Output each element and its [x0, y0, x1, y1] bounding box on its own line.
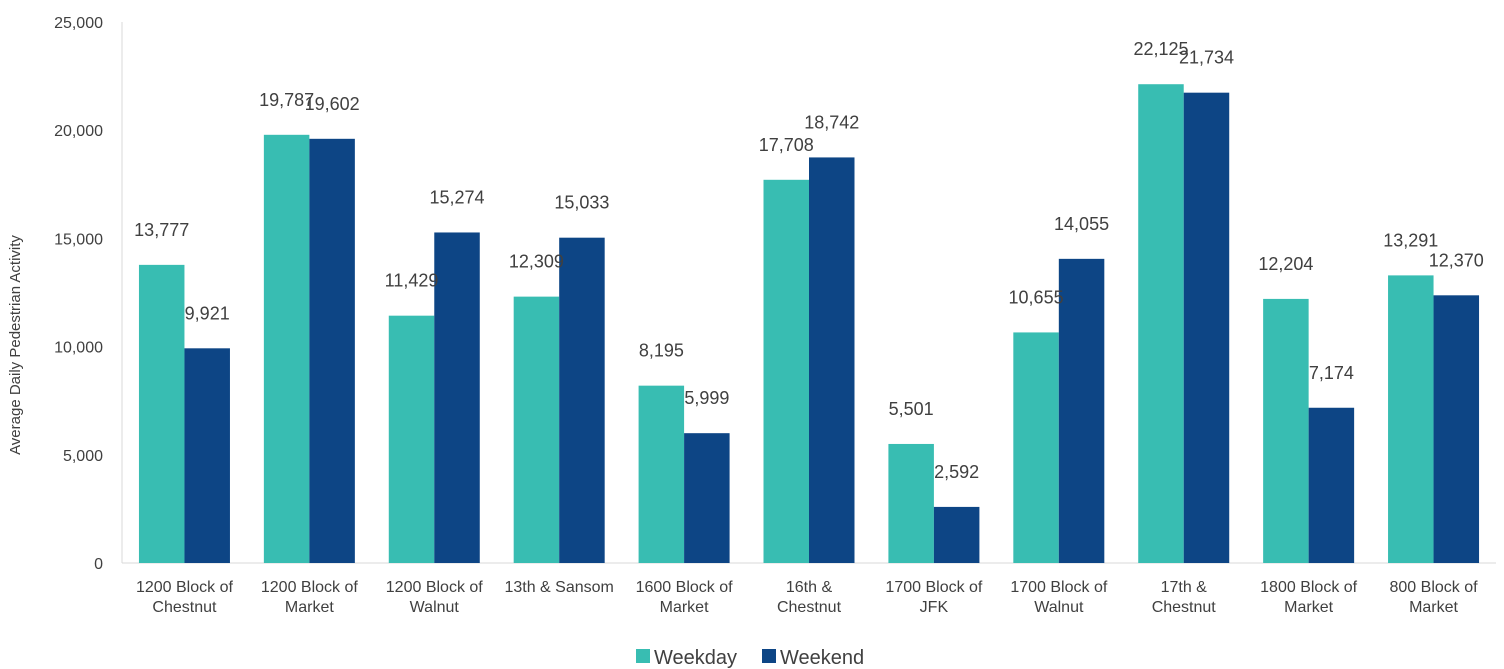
data-label-weekday: 12,204: [1258, 254, 1313, 274]
x-tick-label: 1700 Block of JFK: [885, 579, 983, 616]
y-tick-label: 25,000: [54, 15, 103, 32]
data-label-weekend: 14,055: [1054, 214, 1109, 234]
data-label-weekend: 7,174: [1309, 363, 1354, 383]
data-label-weekend: 19,602: [305, 94, 360, 114]
bar-weekday: [763, 179, 809, 563]
x-tick-label: 17th & Chestnut: [1152, 579, 1217, 616]
legend-swatch-weekend: [762, 649, 776, 663]
x-tick-label: 13th & Sansom: [504, 579, 613, 596]
data-label-weekday: 19,787: [259, 90, 314, 110]
data-label-weekend: 21,734: [1179, 48, 1234, 68]
bar-weekend: [434, 232, 480, 563]
bar-weekday: [138, 264, 185, 563]
y-tick-label: 15,000: [54, 231, 103, 248]
data-label-weekend: 9,921: [185, 303, 230, 323]
bar-weekday: [638, 385, 685, 563]
data-label-weekday: 8,195: [639, 341, 684, 361]
x-tick-label: 1800 Block of Market: [1260, 579, 1358, 616]
legend-label-weekday: Weekday: [654, 647, 737, 669]
bar-weekday: [388, 315, 435, 563]
bar-weekend: [933, 506, 980, 563]
y-axis-title: Average Daily Pedestrian Activity: [7, 235, 24, 455]
legend-swatch-weekday: [636, 649, 650, 663]
bar-weekend: [1058, 258, 1105, 563]
bar-weekday: [263, 134, 310, 563]
bar-weekend: [1308, 407, 1355, 563]
category-labels-group: 1200 Block of Chestnut 1200 Block of Market…: [136, 579, 1478, 616]
data-label-weekend: 2,592: [934, 462, 979, 482]
y-tick-label: 5,000: [63, 448, 103, 465]
data-label-weekend: 5,999: [684, 388, 729, 408]
data-label-weekday: 22,125: [1133, 39, 1188, 59]
data-label-weekday: 5,501: [889, 399, 934, 419]
bar-weekday: [513, 296, 560, 563]
bar-weekend: [809, 157, 855, 563]
bars-group: [138, 84, 1480, 563]
data-label-weekend: 12,370: [1429, 250, 1484, 270]
x-tick-label: 800 Block of Market: [1390, 579, 1479, 616]
bar-weekday: [888, 443, 934, 563]
bar-weekday: [1138, 84, 1184, 563]
data-label-weekday: 12,309: [509, 252, 564, 272]
x-tick-label: 1200 Block of Walnut: [386, 579, 484, 616]
x-tick-label: 1200 Block of Chestnut: [136, 579, 234, 616]
data-label-weekday: 17,708: [759, 135, 814, 155]
bar-weekend: [1183, 92, 1230, 563]
bar-weekend: [684, 433, 730, 563]
x-tick-label: 1200 Block of Market: [261, 579, 359, 616]
bar-weekday: [1013, 332, 1059, 563]
legend-label-weekend: Weekend: [780, 647, 864, 669]
y-tick-label: 20,000: [54, 123, 103, 140]
data-label-weekend: 15,274: [429, 187, 484, 207]
bar-weekday: [1263, 298, 1309, 563]
data-label-weekend: 18,742: [804, 112, 859, 132]
data-label-weekend: 15,033: [554, 193, 609, 213]
y-tick-label: 10,000: [54, 340, 103, 357]
bar-weekend: [184, 348, 230, 563]
data-label-weekday: 10,655: [1009, 287, 1064, 307]
data-label-weekday: 11,429: [385, 271, 439, 291]
x-tick-label: 1700 Block of Walnut: [1010, 579, 1108, 616]
data-label-weekday: 13,777: [134, 220, 189, 240]
x-tick-label: 1600 Block of Market: [636, 579, 734, 616]
bar-weekend: [309, 138, 355, 563]
bar-weekend: [1433, 295, 1480, 563]
y-axis-ticks: 0 5,000 10,000 15,000 20,000 25,000: [54, 15, 103, 573]
legend: Weekday Weekend: [636, 647, 864, 669]
data-label-weekday: 13,291: [1383, 230, 1438, 250]
bar-weekday: [1388, 275, 1434, 563]
x-tick-label: 16th & Chestnut: [777, 579, 842, 616]
bar-weekend: [559, 237, 605, 563]
y-tick-label: 0: [94, 556, 103, 573]
